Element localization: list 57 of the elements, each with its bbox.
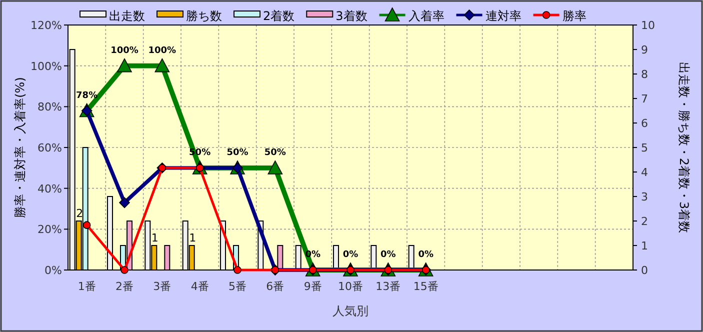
y-tick-label: 100%: [30, 60, 62, 73]
y-tick-label: 40%: [38, 182, 62, 196]
point: [117, 58, 132, 72]
x-tick-label: 1番: [78, 280, 96, 293]
data-label: 1: [189, 232, 196, 244]
y2-axis-title: 出走数・勝ち数・2着数・3着数: [677, 62, 691, 234]
point: [82, 221, 91, 229]
y-tick-label: 0%: [44, 264, 62, 277]
y2-tick-label: 5: [641, 142, 648, 154]
point: [268, 160, 283, 174]
data-label: 1: [151, 232, 158, 244]
point: [120, 266, 128, 274]
data-label: 100%: [110, 46, 138, 56]
data-label: 2: [76, 207, 84, 220]
x-axis-title: 人気別: [332, 304, 368, 318]
data-label: 50%: [264, 148, 286, 158]
y2-tick-label: 8: [641, 68, 648, 81]
legend-label: 勝率: [562, 9, 586, 23]
y2-tick-label: 0: [641, 264, 648, 277]
y2-tick-label: 7: [641, 92, 648, 106]
x-tick-label: 3番: [153, 280, 172, 293]
point: [154, 58, 170, 72]
point: [234, 266, 242, 274]
legend-label: 出走数: [109, 9, 145, 23]
y-tick-label: 120%: [30, 19, 62, 32]
y2-tick-label: 1: [641, 240, 648, 252]
data-label: 0%: [418, 250, 434, 260]
y2-tick-label: 10: [641, 19, 655, 32]
y2-tick-label: 4: [641, 166, 648, 179]
data-label: 0%: [342, 250, 358, 260]
x-tick-label: 10番: [338, 280, 363, 293]
x-tick-label: 15番: [413, 280, 438, 293]
y2-tick-label: 2: [641, 215, 648, 228]
x-tick-label: 6番: [266, 280, 284, 293]
y2-tick-label: 9: [641, 44, 648, 56]
x-tick-label: 4番: [190, 280, 209, 293]
y2-tick-label: 3: [641, 190, 648, 204]
data-label: 0%: [380, 250, 396, 260]
y-tick-label: 60%: [38, 142, 62, 154]
legend-label: 3着数: [336, 9, 368, 23]
bar: [295, 245, 302, 270]
data-label: 78%: [76, 90, 98, 101]
legend-label: 入着率: [408, 9, 444, 23]
y2-tick-label: 6: [641, 117, 648, 130]
x-tick-label: 2番: [116, 280, 134, 293]
y-tick-label: 20%: [38, 223, 62, 236]
data-label: 50%: [226, 148, 248, 158]
y-axis-title: 勝率・連対率・入着率(%): [13, 77, 27, 218]
point: [119, 197, 130, 208]
legend-label: 勝ち数: [186, 9, 222, 23]
data-label: 100%: [148, 46, 176, 56]
x-tick-label: 9番: [304, 280, 322, 293]
legend-label: 連対率: [485, 9, 522, 23]
x-tick-label: 5番: [228, 280, 246, 293]
x-tick-label: 13番: [376, 280, 401, 293]
y-tick-label: 80%: [38, 100, 62, 114]
legend-label: 2着数: [263, 9, 295, 23]
